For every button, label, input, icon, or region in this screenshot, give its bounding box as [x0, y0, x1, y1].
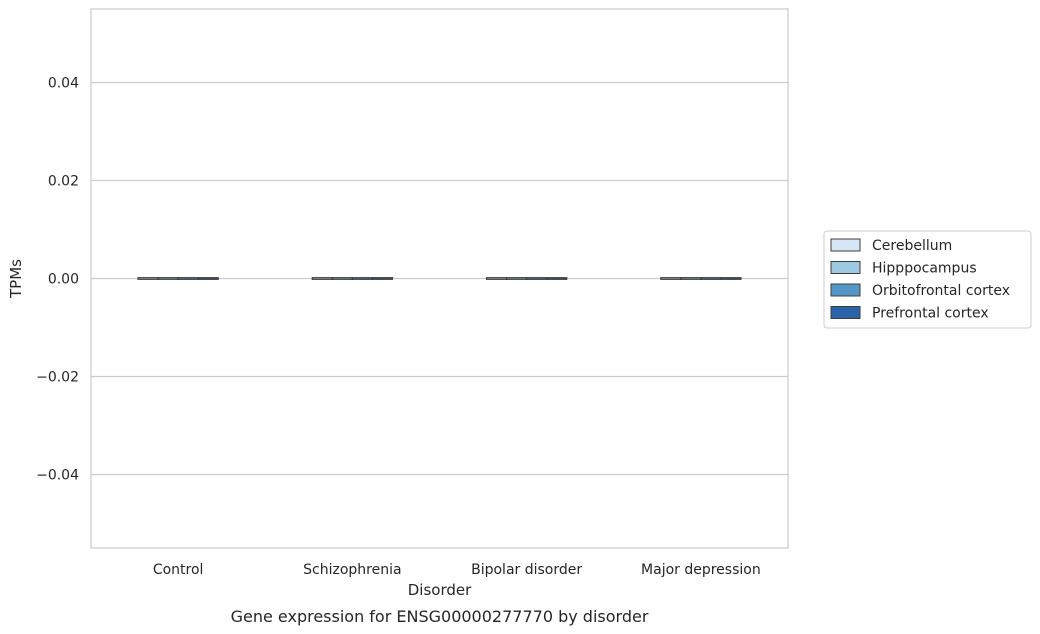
- box-hipppocampus: [157, 277, 179, 280]
- legend-box: [823, 230, 1032, 329]
- y-tick-labels: −0.04 −0.02 0.00 0.02 0.04: [36, 76, 79, 484]
- box-hipppocampus: [680, 277, 702, 280]
- legend-label: Cerebellum: [872, 238, 952, 254]
- y-axis-label: TPMs: [7, 259, 25, 299]
- box-prefrontal-cortex: [546, 277, 568, 280]
- legend-swatch: [830, 283, 861, 297]
- box-prefrontal-cortex: [720, 277, 742, 280]
- x-axis-label: Disorder: [408, 581, 472, 599]
- legend-items: Cerebellum Hipppocampus Orbitofrontal cort…: [830, 238, 1010, 322]
- box-hipppocampus: [331, 277, 353, 280]
- box-orbitofrontal-cortex: [700, 277, 722, 280]
- x-tick-labels: Control Schizophrenia Bipolar disorder Majo…: [153, 562, 761, 578]
- box-layer: [137, 277, 742, 280]
- x-tick-label: Major depression: [641, 562, 761, 578]
- y-tick-label: 0.00: [48, 272, 79, 288]
- box-orbitofrontal-cortex: [177, 277, 199, 280]
- y-tick-label: −0.02: [36, 370, 79, 386]
- legend-label: Hipppocampus: [872, 261, 977, 277]
- box-cerebellum: [660, 277, 682, 280]
- legend: Cerebellum Hipppocampus Orbitofrontal cort…: [823, 230, 1032, 329]
- y-tick-label: 0.02: [48, 174, 79, 190]
- box-hipppocampus: [505, 277, 528, 280]
- legend-swatch: [830, 261, 861, 274]
- legend-swatch: [830, 306, 861, 319]
- plot-frame: [90, 8, 789, 549]
- box-cerebellum: [137, 277, 159, 280]
- box-cerebellum: [311, 277, 333, 280]
- x-tick-label: Bipolar disorder: [471, 562, 582, 578]
- box-orbitofrontal-cortex: [526, 277, 548, 280]
- y-tick-label: 0.04: [48, 76, 79, 92]
- y-tick-label: −0.04: [36, 468, 79, 484]
- box-orbitofrontal-cortex: [351, 277, 374, 280]
- legend-label: Prefrontal cortex: [872, 306, 989, 322]
- legend-swatch: [830, 238, 861, 252]
- x-tick-label: Control: [153, 562, 204, 578]
- chart-caption: Gene expression for ENSG00000277770 by d…: [231, 607, 649, 626]
- box-prefrontal-cortex: [197, 277, 219, 280]
- legend-label: Orbitofrontal cortex: [872, 283, 1010, 299]
- box-cerebellum: [485, 277, 508, 280]
- x-tick-label: Schizophrenia: [303, 562, 401, 578]
- box-prefrontal-cortex: [371, 277, 394, 280]
